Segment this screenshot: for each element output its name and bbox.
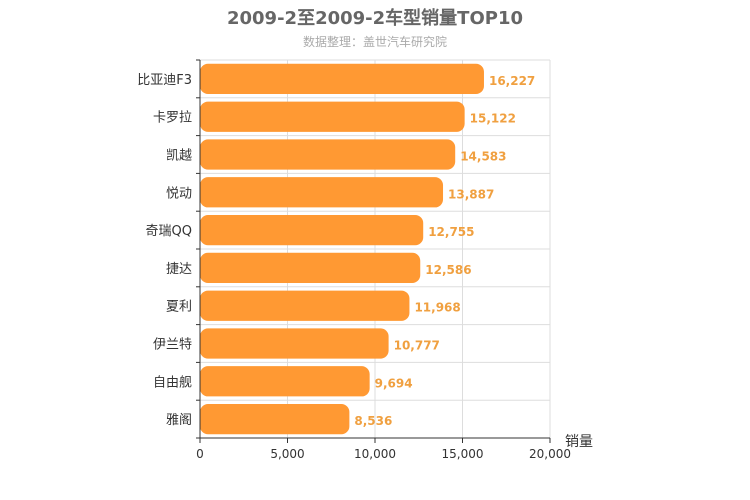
y-tick-label: 比亚迪F3 [137, 73, 192, 88]
y-tick-label: 伊兰特 [153, 338, 192, 353]
x-tick-label: 10,000 [354, 447, 396, 461]
y-tick-label: 夏利 [166, 300, 192, 315]
x-tick-label: 15,000 [442, 447, 484, 461]
bar [200, 366, 370, 397]
bar [200, 177, 444, 208]
data-label: 8,536 [354, 414, 392, 428]
x-axis-title: 销量 [565, 434, 593, 450]
chart-subtitle: 数据整理：盖世汽车研究院 [303, 34, 447, 49]
bar [200, 252, 421, 284]
bar [200, 290, 410, 321]
y-tick-label: 自由舰 [153, 375, 192, 390]
grid-lines [200, 59, 551, 439]
chart-title: 2009-2至2009-2车型销量TOP10 [227, 7, 523, 29]
bar [200, 328, 389, 359]
data-label: 12,755 [428, 225, 474, 239]
bar [200, 139, 456, 170]
bar [200, 403, 350, 435]
data-label: 15,122 [470, 112, 516, 126]
y-tick-label: 奇瑞QQ [146, 223, 192, 239]
data-label: 11,968 [414, 301, 460, 315]
data-label: 13,887 [448, 187, 494, 201]
data-label: 14,583 [460, 150, 506, 164]
data-label: 9,694 [375, 376, 413, 390]
data-label: 16,227 [489, 74, 535, 88]
x-tick-label: 0 [196, 447, 204, 461]
bars: 16,227 15,122 14,583 13,887 12,755 12,586 11,9… [200, 63, 535, 435]
y-tick-label: 卡罗拉 [153, 111, 192, 126]
y-tick-label: 凯越 [166, 149, 192, 164]
bar [200, 101, 465, 132]
y-tick-label: 悦动 [166, 186, 192, 201]
x-tick-label: 5,000 [270, 447, 304, 461]
y-tick-label: 捷达 [166, 262, 192, 277]
data-label: 10,777 [394, 339, 440, 353]
data-label: 12,586 [425, 263, 471, 277]
bar [200, 63, 484, 95]
x-tick-label: 20,000 [529, 447, 571, 461]
bar [200, 214, 424, 246]
y-tick-label: 雅阁 [166, 413, 192, 428]
